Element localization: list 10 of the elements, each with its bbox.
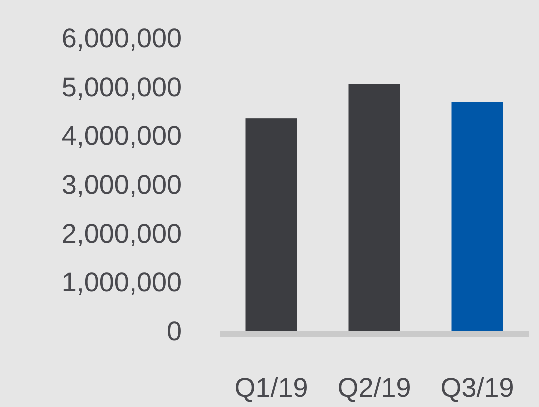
y-tick-label: 4,000,000 — [62, 121, 182, 152]
y-tick-label: 3,000,000 — [62, 170, 182, 200]
x-tick-label: Q1/19 — [234, 373, 308, 403]
y-tick-label: 6,000,000 — [62, 23, 182, 54]
x-tick-label: Q3/19 — [440, 373, 514, 403]
y-tick-label: 1,000,000 — [62, 268, 182, 298]
y-tick-label: 0 — [166, 316, 182, 346]
x-tick-label: Q2/19 — [338, 373, 412, 403]
y-tick-label: 5,000,000 — [62, 72, 182, 102]
y-tick-label: 2,000,000 — [62, 218, 182, 249]
